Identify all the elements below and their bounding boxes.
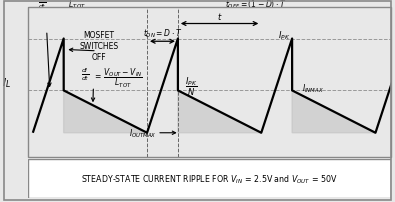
Text: t: t [218, 13, 221, 22]
FancyBboxPatch shape [28, 160, 391, 198]
Text: $I_{PK}$: $I_{PK}$ [278, 29, 291, 41]
Text: $\frac{dI}{dt}$: $\frac{dI}{dt}$ [38, 0, 47, 11]
Polygon shape [178, 91, 261, 133]
Text: $I_L$: $I_L$ [2, 76, 11, 90]
Text: $I_{OUTMAX}$: $I_{OUTMAX}$ [129, 127, 156, 139]
Polygon shape [64, 91, 147, 133]
Text: $t_{OFF} = (1-D)\cdot T$: $t_{OFF} = (1-D)\cdot T$ [225, 0, 287, 11]
Text: $=\,\dfrac{V_{IN}\times N^2}{L_{TOT}}$: $=\,\dfrac{V_{IN}\times N^2}{L_{TOT}}$ [50, 0, 93, 11]
Text: STEADY-STATE CURRENT RIPPLE FOR $V_{IN}$ = 2.5V and $V_{OUT}$ = 50V: STEADY-STATE CURRENT RIPPLE FOR $V_{IN}$… [81, 173, 338, 185]
Text: $I_{INMAX}$: $I_{INMAX}$ [303, 82, 324, 95]
Text: $\dfrac{I_{PK}}{N}$: $\dfrac{I_{PK}}{N}$ [185, 76, 197, 98]
Polygon shape [292, 91, 376, 133]
Text: $\frac{dI}{dt}$: $\frac{dI}{dt}$ [81, 66, 90, 83]
Text: $=\,\dfrac{V_{OUT}-V_{IN}}{L_{TOT}}$: $=\,\dfrac{V_{OUT}-V_{IN}}{L_{TOT}}$ [93, 66, 143, 90]
Text: MOSFET
SWITCHES
OFF: MOSFET SWITCHES OFF [79, 31, 118, 62]
Text: $t_{ON} = D\cdot T$: $t_{ON} = D\cdot T$ [143, 27, 182, 39]
